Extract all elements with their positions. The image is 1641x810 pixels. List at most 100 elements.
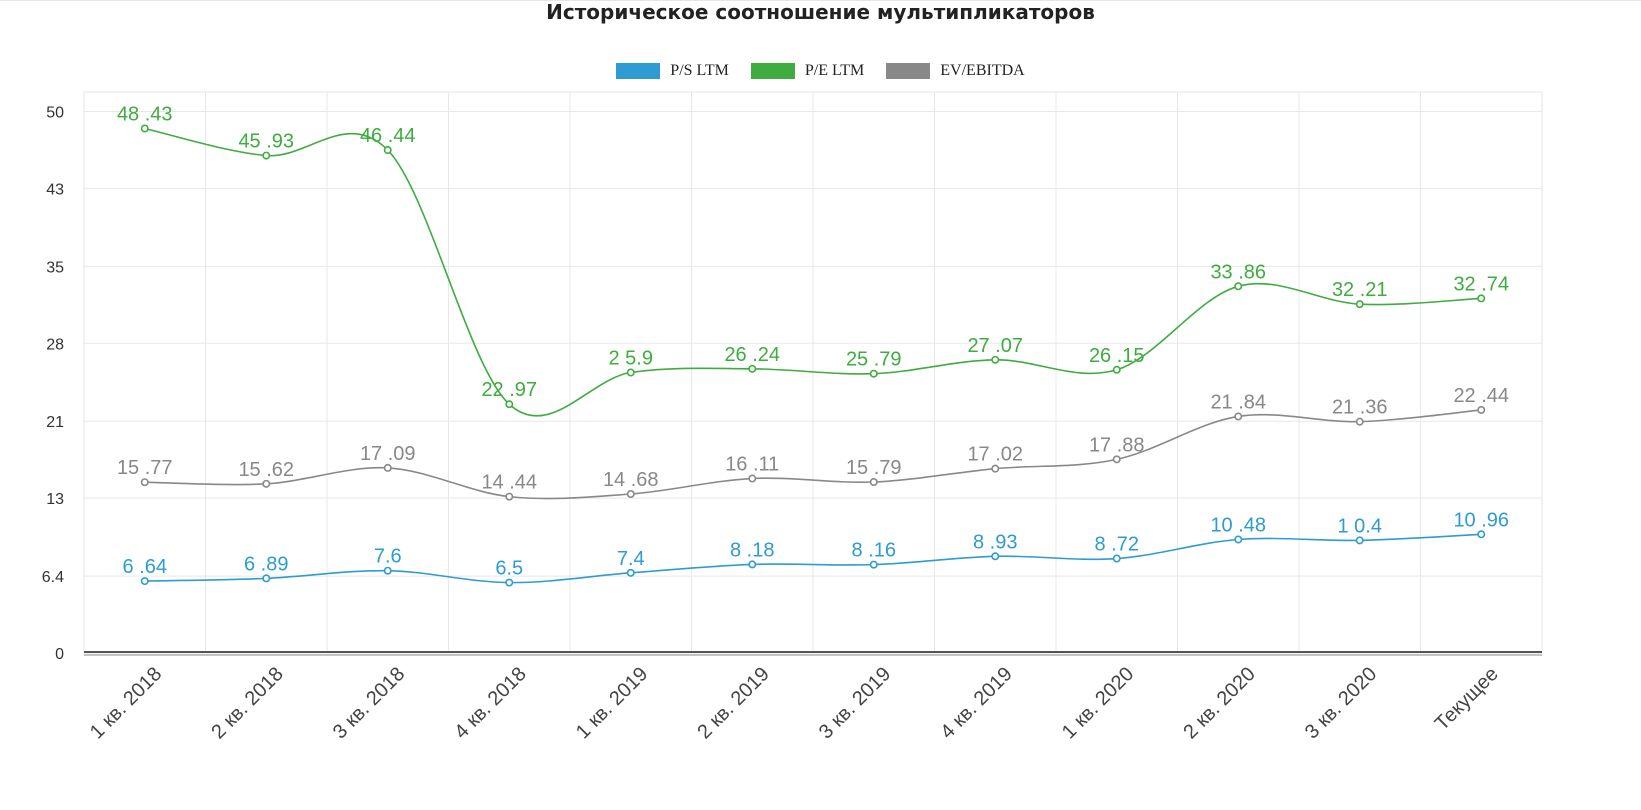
data-label-evebitda: 22 .44 xyxy=(1453,385,1509,407)
data-label-ps: 8 .93 xyxy=(973,531,1017,553)
x-tick-label: 1 кв. 2020 xyxy=(1058,663,1138,743)
data-point-evebitda xyxy=(1355,417,1364,426)
x-tick-label: 3 кв. 2020 xyxy=(1301,663,1381,743)
legend-label-pe: P/E LTM xyxy=(804,62,865,79)
data-label-evebitda: 14 .68 xyxy=(603,469,659,491)
x-tick-label: 2 кв. 2019 xyxy=(693,663,773,743)
data-point-evebitda xyxy=(748,474,757,483)
y-tick-label: 0 xyxy=(55,646,64,663)
data-point-pe xyxy=(626,368,635,377)
y-tick-label: 50 xyxy=(46,104,64,121)
legend-item-pe[interactable]: P/E LTM xyxy=(750,62,865,80)
y-tick-label: 28 xyxy=(46,336,64,353)
data-label-evebitda: 15 .77 xyxy=(117,457,173,479)
data-point-evebitda xyxy=(991,464,1000,473)
data-point-ps xyxy=(748,560,757,569)
data-label-ps: 7.4 xyxy=(617,548,645,570)
data-label-ps: 10 .96 xyxy=(1453,509,1509,531)
data-point-evebitda xyxy=(1112,455,1121,464)
y-tick-label: 21 xyxy=(46,414,64,431)
data-label-pe: 22 .97 xyxy=(481,379,537,401)
data-point-pe xyxy=(748,364,757,373)
data-point-pe xyxy=(869,369,878,378)
legend-swatch-evebitda xyxy=(886,63,931,79)
data-point-evebitda xyxy=(140,478,149,487)
data-label-evebitda: 21 .84 xyxy=(1210,391,1266,413)
x-tick-label: 4 кв. 2018 xyxy=(450,663,530,743)
data-point-ps xyxy=(140,577,149,586)
data-label-ps: 6 .89 xyxy=(244,553,288,575)
x-tick-label: 3 кв. 2019 xyxy=(815,663,895,743)
data-label-evebitda: 15 .79 xyxy=(846,457,902,479)
series-line-evebitda xyxy=(144,409,1482,500)
data-label-ps: 8 .16 xyxy=(852,540,896,562)
data-point-ps xyxy=(1355,536,1364,545)
data-point-ps xyxy=(1112,554,1121,563)
data-point-ps xyxy=(505,578,514,587)
data-point-pe xyxy=(383,146,392,155)
data-point-ps xyxy=(869,560,878,569)
data-label-ps: 8 .18 xyxy=(730,539,774,561)
top-divider xyxy=(0,0,1641,1)
data-label-ps: 6.5 xyxy=(495,558,523,580)
data-label-ps: 10 .48 xyxy=(1210,515,1266,537)
data-label-pe: 32 .74 xyxy=(1453,273,1509,295)
y-tick-label: 43 xyxy=(46,181,64,198)
data-label-pe: 26 .15 xyxy=(1089,345,1145,367)
data-point-evebitda xyxy=(1477,405,1486,414)
data-point-ps xyxy=(991,552,1000,561)
data-label-evebitda: 15 .62 xyxy=(238,459,294,481)
data-label-pe: 25 .79 xyxy=(846,349,902,371)
data-label-ps: 1 0.4 xyxy=(1338,515,1382,537)
data-point-pe xyxy=(140,124,149,133)
data-point-ps xyxy=(262,574,271,583)
data-point-ps xyxy=(383,566,392,575)
y-tick-label: 13 xyxy=(46,491,64,508)
data-label-evebitda: 17 .09 xyxy=(360,443,416,465)
legend-item-evebitda[interactable]: EV/EBITDA xyxy=(886,62,1025,80)
data-point-pe xyxy=(1355,300,1364,309)
data-point-ps xyxy=(1477,530,1486,539)
legend-swatch-ps xyxy=(616,63,661,79)
data-label-pe: 33 .86 xyxy=(1210,261,1266,283)
legend-label-ps: P/S LTM xyxy=(670,62,729,79)
data-point-pe xyxy=(991,355,1000,364)
data-point-evebitda xyxy=(869,477,878,486)
data-point-pe xyxy=(1112,365,1121,374)
data-label-pe: 2 5.9 xyxy=(609,348,653,370)
data-point-evebitda xyxy=(505,492,514,501)
data-label-pe: 27 .07 xyxy=(967,335,1023,357)
data-point-pe xyxy=(1234,282,1243,291)
x-tick-label: 2 кв. 2018 xyxy=(207,663,287,743)
data-label-pe: 48 .43 xyxy=(117,103,173,125)
data-point-evebitda xyxy=(1234,412,1243,421)
data-point-pe xyxy=(505,400,514,409)
data-point-pe xyxy=(1477,294,1486,303)
data-label-pe: 32 .21 xyxy=(1332,279,1388,301)
data-label-pe: 26 .24 xyxy=(724,344,780,366)
data-label-evebitda: 16 .11 xyxy=(725,454,779,476)
data-point-evebitda xyxy=(383,463,392,472)
x-tick-label: Текущее xyxy=(1431,663,1503,735)
data-label-evebitda: 14 .44 xyxy=(481,472,537,494)
data-label-ps: 6 .64 xyxy=(123,556,167,578)
x-tick-label: 1 кв. 2018 xyxy=(86,663,166,743)
data-point-evebitda xyxy=(626,490,635,499)
chart-legend: P/S LTM P/E LTM EV/EBITDA xyxy=(0,62,1641,80)
series-line-ps xyxy=(144,533,1482,584)
x-tick-label: 2 кв. 2020 xyxy=(1179,663,1259,743)
data-point-pe xyxy=(262,151,271,160)
x-tick-label: 3 кв. 2018 xyxy=(329,663,409,743)
data-label-evebitda: 21 .36 xyxy=(1332,397,1388,419)
x-tick-label: 4 кв. 2019 xyxy=(936,663,1016,743)
legend-swatch-pe xyxy=(750,63,795,79)
legend-item-ps[interactable]: P/S LTM xyxy=(616,62,729,80)
data-label-ps: 8 .72 xyxy=(1095,534,1139,556)
chart-title: Историческое соотношение мультипликаторо… xyxy=(546,0,1095,24)
y-tick-label: 6.4 xyxy=(42,569,64,586)
data-label-pe: 46 .44 xyxy=(360,125,416,147)
y-tick-label: 35 xyxy=(46,259,64,276)
data-label-evebitda: 17 .02 xyxy=(967,444,1023,466)
x-tick-label: 1 кв. 2019 xyxy=(572,663,652,743)
